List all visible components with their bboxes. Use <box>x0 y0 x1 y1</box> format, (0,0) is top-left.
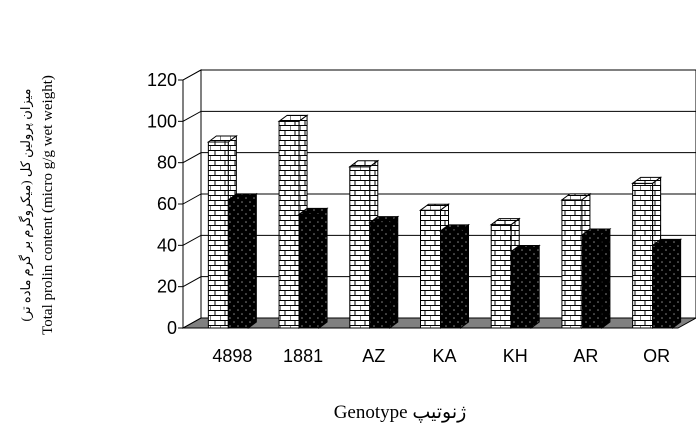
bar <box>298 213 320 329</box>
x-tick-label: 4898 <box>212 346 252 366</box>
y-axis-label: Total prolin content (micro g/g wet weig… <box>40 75 56 335</box>
x-tick-label: AR <box>573 346 598 366</box>
bar <box>652 244 674 329</box>
y-tick-label: 120 <box>147 70 177 90</box>
grid-line <box>182 152 696 164</box>
y-tick-label: 80 <box>157 153 177 173</box>
bar <box>561 199 583 329</box>
bar-side <box>318 207 328 329</box>
y-tick-label: 40 <box>157 235 177 255</box>
bar-3d <box>580 228 612 329</box>
bar-3d <box>368 215 400 329</box>
grid-line <box>182 69 696 81</box>
x-axis-label: Genotype ژنوتیپ <box>334 402 467 423</box>
bar <box>278 120 300 329</box>
x-tick-label: AZ <box>362 346 385 366</box>
bar <box>369 222 391 329</box>
y-tick-label: 20 <box>157 277 177 297</box>
bar <box>420 209 441 329</box>
bar-side <box>672 238 682 329</box>
bar-3d <box>297 207 329 329</box>
x-tick-label: KA <box>432 346 456 366</box>
grid-line <box>182 193 696 205</box>
bar <box>349 166 371 329</box>
bar-side <box>389 215 399 329</box>
bar <box>490 224 512 329</box>
y-tick-label: 100 <box>147 111 177 131</box>
bar <box>510 251 532 329</box>
bar-side <box>460 223 469 329</box>
bar <box>440 230 461 329</box>
x-tick-label: KH <box>503 346 528 366</box>
bar <box>227 199 249 329</box>
bar-side <box>601 228 611 329</box>
grid-line <box>182 234 696 246</box>
bar-side <box>247 192 257 329</box>
x-tick-label: OR <box>643 346 670 366</box>
y-axis-label: میزان پرولین کل (میکروگرم بر گرم ماده تر… <box>18 89 34 322</box>
grid-line <box>182 110 696 122</box>
bar-side <box>530 244 540 329</box>
bar <box>581 234 603 329</box>
bar <box>632 182 654 329</box>
x-tick-label: 1881 <box>283 346 323 366</box>
bar-3d <box>509 244 541 329</box>
bar-3d <box>651 238 683 329</box>
y-tick-label: 60 <box>157 194 177 214</box>
bar <box>207 141 229 329</box>
bar-3d <box>439 223 470 329</box>
bar-3d <box>226 192 258 329</box>
y-tick-label: 0 <box>167 318 177 338</box>
